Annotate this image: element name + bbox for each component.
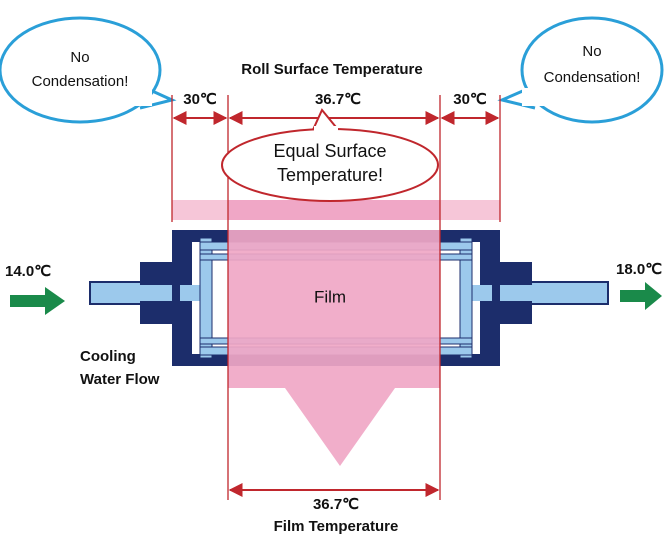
callout-text: Temperature! bbox=[277, 165, 383, 185]
tube bbox=[459, 237, 473, 359]
tube bbox=[180, 285, 200, 301]
film bbox=[228, 230, 440, 466]
pipe bbox=[140, 285, 174, 301]
inlet-arrow bbox=[10, 287, 65, 315]
flow-label: Water Flow bbox=[80, 371, 160, 388]
surface-band bbox=[228, 200, 440, 220]
title: Roll Surface Temperature bbox=[241, 61, 422, 78]
surface-temp: 30℃ bbox=[183, 91, 217, 108]
callout bbox=[221, 108, 439, 202]
film-label: Film bbox=[314, 287, 346, 306]
surface-temp: 30℃ bbox=[453, 91, 487, 108]
surface-temp: 36.7℃ bbox=[315, 91, 361, 108]
bubble-text: Condensation! bbox=[544, 69, 641, 86]
pipe bbox=[519, 281, 609, 305]
bubble-text: No bbox=[70, 49, 89, 66]
right-bubble bbox=[497, 16, 664, 124]
film-temp-label: Film Temperature bbox=[274, 518, 399, 535]
outlet-temp: 18.0℃ bbox=[616, 261, 662, 278]
inlet-temp: 14.0℃ bbox=[5, 263, 51, 280]
outlet-arrow bbox=[620, 282, 662, 310]
bubble-text: Condensation! bbox=[32, 73, 129, 90]
flow-label: Cooling bbox=[80, 348, 136, 365]
tube bbox=[199, 237, 213, 359]
bubble-text: No bbox=[582, 43, 601, 60]
left-bubble bbox=[0, 16, 177, 124]
tube bbox=[472, 285, 492, 301]
pipe bbox=[498, 285, 532, 301]
dimension-arrows bbox=[172, 111, 500, 497]
callout-text: Equal Surface bbox=[273, 141, 386, 161]
film-temp: 36.7℃ bbox=[313, 496, 359, 513]
